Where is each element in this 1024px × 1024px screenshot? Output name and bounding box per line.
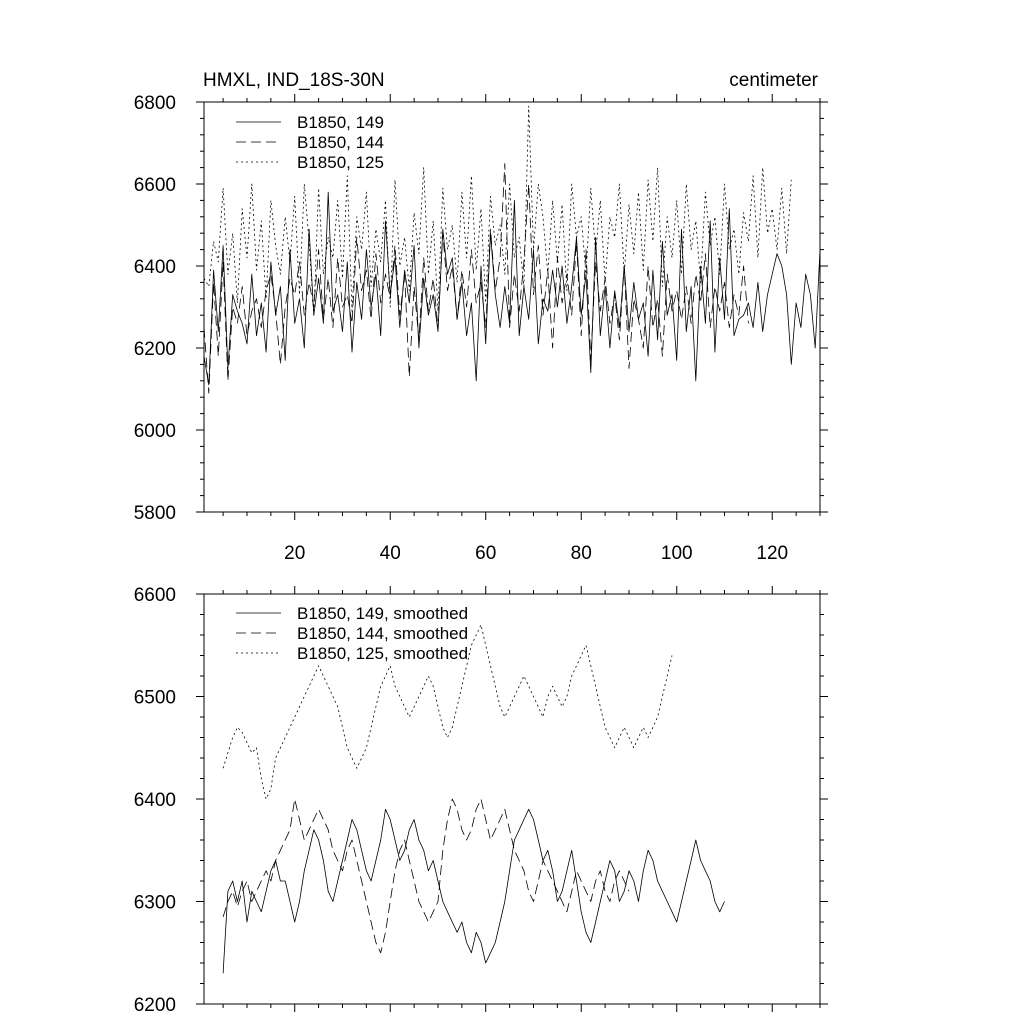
bottom-panel: 6200 6300 6400 6500 6600 B1850, 149, smoothe… [134, 585, 828, 1016]
y-tick-labels-top: 5800 6000 6200 6400 6600 6800 [134, 93, 176, 524]
x-tick-label: 20 [284, 543, 305, 564]
ticks-bottom [196, 586, 828, 1012]
series-lines-bottom [222, 624, 725, 974]
x-tick-label: 40 [380, 543, 401, 564]
legend-label: B1850, 149, smoothed [297, 604, 468, 623]
y-tick-label: 6400 [134, 790, 176, 811]
series-line [203, 163, 749, 394]
y-tick-labels-bottom: 6200 6300 6400 6500 6600 [134, 585, 176, 1016]
x-tick-label: 120 [756, 543, 788, 564]
x-tick-label: 60 [475, 543, 496, 564]
y-tick-label: 6300 [134, 893, 176, 914]
y-tick-label: 6400 [134, 257, 176, 278]
units-label: centimeter [729, 70, 818, 91]
y-tick-label: 6200 [134, 339, 176, 360]
x-tick-label: 100 [661, 543, 693, 564]
top-panel: HMXL, IND_18S-30N centimeter 5800 6000 620… [134, 70, 828, 564]
legend-label: B1850, 125, smoothed [297, 644, 468, 663]
y-tick-label: 6200 [134, 995, 176, 1016]
ticks-top [196, 94, 828, 520]
series-lines-top [203, 105, 821, 394]
y-tick-label: 6600 [134, 585, 176, 606]
legend-label: B1850, 144 [297, 133, 384, 152]
series-line [222, 798, 630, 954]
y-tick-label: 5800 [134, 503, 176, 524]
series-line [203, 105, 792, 316]
legend-label: B1850, 144, smoothed [297, 624, 468, 643]
x-tick-label: 80 [571, 543, 592, 564]
series-line [222, 808, 725, 974]
legend-label: B1850, 149 [297, 113, 384, 132]
panel-title: HMXL, IND_18S-30N [203, 70, 385, 91]
x-tick-labels-top: 20 40 60 80 100 120 [284, 543, 788, 564]
y-tick-label: 6600 [134, 175, 176, 196]
plot-frame-top [203, 101, 821, 513]
series-line [203, 191, 821, 386]
y-tick-label: 6000 [134, 421, 176, 442]
y-tick-label: 6800 [134, 93, 176, 114]
y-tick-label: 6500 [134, 688, 176, 709]
legend-label: B1850, 125 [297, 153, 384, 172]
